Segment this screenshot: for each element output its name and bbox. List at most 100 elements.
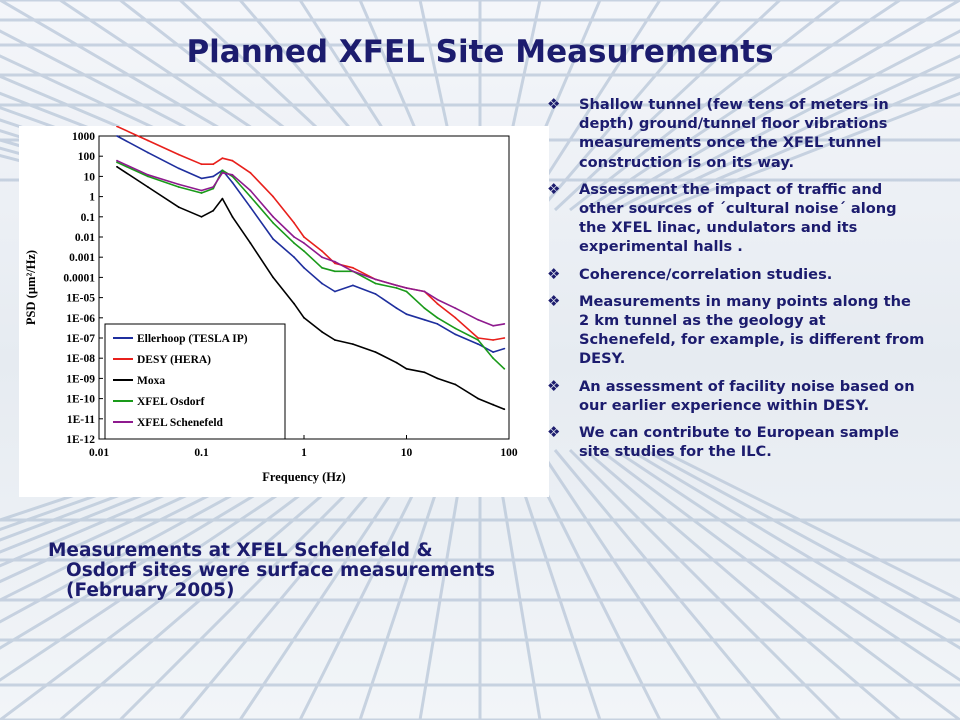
- series-point: [405, 367, 408, 370]
- y-tick-label: 0.0001: [63, 272, 95, 284]
- bullet-item: ❖ Assessment the impact of traffic and ot…: [545, 180, 925, 257]
- x-tick-label: 10: [401, 447, 413, 459]
- series-point: [293, 222, 295, 224]
- series-point: [334, 260, 336, 263]
- series-point: [272, 222, 274, 224]
- series-point: [249, 195, 252, 198]
- series-point: [249, 171, 252, 174]
- y-tick-label: 1E-09: [66, 373, 95, 385]
- series-point: [116, 135, 118, 137]
- series-point: [303, 266, 305, 269]
- series-point: [503, 323, 506, 325]
- series-point: [405, 313, 408, 316]
- series-point: [212, 175, 215, 178]
- series-point: [231, 181, 234, 184]
- series-point: [249, 206, 252, 209]
- series-point: [423, 307, 426, 310]
- series-point: [249, 189, 252, 192]
- y-axis-label: PSD (µm²/Hz): [24, 250, 38, 325]
- bullet-text: An assessment of facility noise based on…: [579, 377, 915, 414]
- series-point: [334, 270, 336, 273]
- series-point: [395, 361, 398, 364]
- series-point: [334, 262, 336, 265]
- series-point: [436, 302, 439, 305]
- bullet-item: ❖ Measurements in many points along the 2…: [545, 292, 925, 369]
- y-tick-label: 1E-10: [66, 394, 95, 406]
- series-point: [293, 242, 295, 244]
- bullet-item: ❖ An assessment of facility noise based o…: [545, 377, 925, 415]
- series-point: [147, 186, 149, 188]
- series-point: [492, 357, 494, 360]
- series-point: [454, 327, 457, 330]
- series-point: [212, 187, 215, 190]
- y-tick-label: 100: [78, 151, 96, 163]
- series-point: [147, 175, 149, 178]
- y-tick-label: 0.1: [81, 212, 96, 224]
- series-point: [116, 161, 118, 164]
- series-point: [293, 256, 295, 259]
- series-point: [303, 250, 305, 252]
- y-tick-label: 1E-06: [66, 313, 95, 325]
- y-tick-label: 1E-12: [66, 434, 95, 446]
- series-point: [321, 266, 323, 269]
- series-point: [212, 209, 215, 212]
- series-point: [477, 397, 479, 400]
- bullet-text: Measurements in many points along the 2 …: [579, 292, 925, 368]
- y-tick-label: 1E-11: [67, 414, 95, 426]
- diamond-bullet-icon: ❖: [547, 423, 561, 442]
- series-point: [212, 186, 215, 188]
- series-point: [405, 290, 408, 293]
- series-point: [147, 139, 149, 142]
- y-tick-label: 0.001: [69, 252, 95, 264]
- series-point: [436, 323, 439, 325]
- chart-caption: Measurements at XFEL Schenefeld & Osdorf…: [48, 540, 496, 601]
- series-point: [293, 236, 295, 238]
- series-point: [477, 343, 479, 345]
- series-point: [503, 367, 506, 370]
- bullet-text: Assessment the impact of traffic and oth…: [579, 180, 897, 256]
- series-point: [503, 408, 506, 411]
- series-point: [374, 278, 377, 281]
- series-point: [334, 339, 336, 341]
- series-point: [221, 169, 224, 172]
- series-point: [293, 302, 295, 305]
- y-tick-label: 1: [89, 192, 95, 204]
- series-point: [303, 242, 305, 244]
- series-point: [321, 256, 323, 259]
- series-point: [321, 282, 323, 285]
- series-point: [177, 153, 180, 156]
- y-tick-label: 1E-05: [66, 293, 95, 305]
- bullet-text: Shallow tunnel (few tens of meters in de…: [579, 96, 889, 171]
- series-point: [374, 351, 377, 353]
- bullet-text: Coherence/correlation studies.: [579, 265, 833, 283]
- y-tick-label: 0.01: [75, 232, 95, 244]
- diamond-bullet-icon: ❖: [547, 95, 561, 113]
- psd-chart: 1E-12 1E-11 1E-10 1E-09 1E-08 1E-07 1E-06 1E-05…: [24, 126, 518, 484]
- diamond-bullet-icon: ❖: [547, 264, 561, 283]
- diamond-bullet-icon: ❖: [547, 376, 561, 395]
- diamond-bullet-icon: ❖: [547, 179, 561, 198]
- series-point: [436, 316, 439, 319]
- series-point: [321, 250, 323, 252]
- series-point: [272, 238, 274, 240]
- series-point: [477, 318, 479, 321]
- series-point: [200, 163, 203, 166]
- series-point: [492, 403, 494, 406]
- series-point: [352, 284, 354, 287]
- series-point: [177, 183, 180, 186]
- series-point: [200, 215, 203, 218]
- series-point: [321, 331, 323, 333]
- legend-entry: Ellerhoop (TESLA IP): [137, 333, 248, 345]
- x-axis-label: Frequency (Hz): [262, 470, 345, 484]
- series-point: [272, 276, 274, 279]
- y-tick-label: 1E-08: [66, 353, 95, 365]
- series-point: [454, 383, 457, 386]
- bullet-item: ❖ Shallow tunnel (few tens of meters in d…: [545, 95, 925, 172]
- series-line: [116, 126, 505, 341]
- series-point: [492, 351, 494, 353]
- legend-entry: DESY (HERA): [137, 354, 211, 366]
- psd-chart-panel: 1E-12 1E-11 1E-10 1E-09 1E-08 1E-07 1E-06 1E-05…: [19, 126, 549, 497]
- x-tick-label: 0.01: [89, 447, 109, 459]
- series-point: [147, 151, 149, 154]
- series-point: [303, 316, 305, 319]
